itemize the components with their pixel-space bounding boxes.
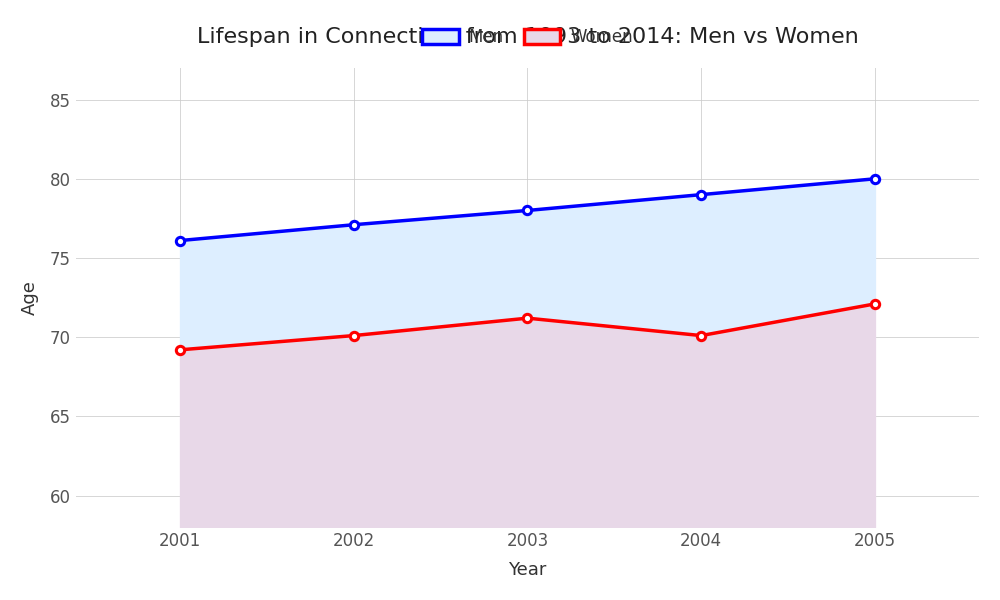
Title: Lifespan in Connecticut from 1993 to 2014: Men vs Women: Lifespan in Connecticut from 1993 to 201… (197, 27, 858, 47)
Legend: Men, Women: Men, Women (415, 21, 640, 52)
X-axis label: Year: Year (508, 561, 547, 579)
Y-axis label: Age: Age (21, 280, 39, 315)
